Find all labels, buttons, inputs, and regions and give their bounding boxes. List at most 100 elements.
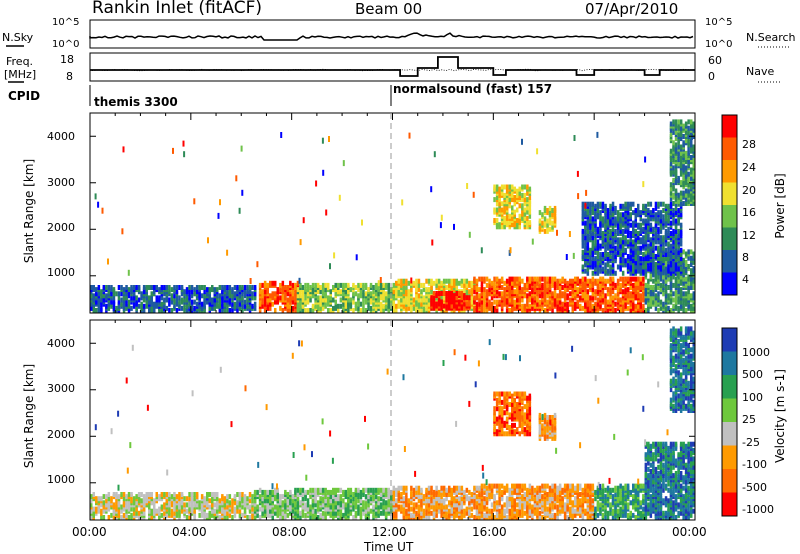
heatmap-cell bbox=[253, 301, 257, 307]
freq-label-line1: Freq. bbox=[6, 55, 34, 68]
heatmap-cell bbox=[521, 184, 524, 190]
heatmap-cell bbox=[296, 487, 300, 493]
heatmap-cell bbox=[299, 500, 302, 506]
heatmap-cell bbox=[110, 285, 113, 290]
heatmap-cell bbox=[551, 301, 554, 307]
heatmap-cell bbox=[362, 510, 365, 516]
heatmap-cell bbox=[679, 155, 683, 160]
heatmap-cell bbox=[442, 291, 446, 296]
heatmap-cell bbox=[629, 212, 632, 218]
heatmap-cell bbox=[584, 239, 587, 245]
heatmap-cell bbox=[301, 293, 305, 299]
heatmap-cell bbox=[581, 282, 585, 288]
heatmap-cell bbox=[589, 201, 592, 207]
heatmap-cell bbox=[629, 231, 632, 236]
heatmap-cell bbox=[309, 308, 312, 313]
heatmap-cell bbox=[448, 297, 451, 303]
heatmap-cell bbox=[505, 308, 509, 313]
heatmap-cell bbox=[629, 270, 632, 276]
heatmap-cell bbox=[435, 291, 438, 296]
heatmap-cell bbox=[596, 270, 600, 276]
heatmap-cell bbox=[674, 210, 678, 216]
heatmap-cell bbox=[511, 299, 514, 305]
heatmap-cell bbox=[241, 189, 244, 196]
heatmap-cell bbox=[581, 254, 585, 259]
heatmap-cell bbox=[296, 508, 300, 514]
heatmap-cell bbox=[183, 297, 186, 303]
heatmap-cell bbox=[304, 502, 307, 508]
heatmap-cell bbox=[327, 489, 330, 495]
heatmap-cell bbox=[342, 498, 345, 504]
heatmap-cell bbox=[372, 487, 375, 493]
power-y-tick-label: 3000 bbox=[47, 176, 75, 189]
heatmap-cell bbox=[594, 241, 597, 247]
heatmap-cell bbox=[546, 299, 549, 305]
heatmap-cell bbox=[472, 191, 475, 198]
heatmap-cell bbox=[490, 295, 494, 301]
heatmap-cell bbox=[679, 303, 683, 309]
heatmap-cell bbox=[440, 295, 443, 301]
heatmap-cell bbox=[528, 199, 532, 205]
heatmap-cell bbox=[226, 494, 229, 500]
heatmap-cell bbox=[332, 297, 335, 303]
heatmap-cell bbox=[526, 215, 529, 221]
heatmap-cell bbox=[324, 506, 327, 512]
heatmap-cell bbox=[684, 308, 688, 313]
heatmap-cell bbox=[316, 282, 320, 288]
heatmap-cell bbox=[667, 231, 670, 236]
heatmap-cell bbox=[369, 487, 373, 493]
heatmap-cell bbox=[513, 220, 516, 226]
heatmap-cell bbox=[274, 494, 277, 500]
heatmap-cell bbox=[505, 184, 509, 190]
heatmap-cell bbox=[180, 285, 184, 290]
heatmap-cell bbox=[581, 305, 585, 311]
heatmap-cell bbox=[654, 305, 658, 311]
heatmap-cell bbox=[657, 274, 660, 280]
heatmap-cell bbox=[357, 487, 360, 493]
heatmap-cell bbox=[616, 303, 620, 309]
heatmap-cell bbox=[203, 289, 206, 295]
heatmap-cell bbox=[538, 282, 542, 288]
heatmap-cell bbox=[604, 262, 607, 268]
heatmap-cell bbox=[160, 285, 164, 290]
heatmap-cell bbox=[667, 264, 670, 270]
heatmap-cell bbox=[392, 299, 395, 305]
heatmap-cell bbox=[674, 178, 678, 183]
heatmap-cell bbox=[216, 492, 219, 497]
heatmap-cell bbox=[208, 510, 211, 516]
heatmap-cell bbox=[185, 508, 189, 514]
heatmap-cell bbox=[163, 492, 166, 497]
x-tick-label: 16:00 bbox=[472, 525, 507, 539]
heatmap-cell bbox=[490, 301, 494, 307]
heatmap-cell bbox=[334, 510, 337, 516]
heatmap-cell bbox=[185, 295, 189, 301]
heatmap-cell bbox=[500, 184, 504, 190]
heatmap-cell bbox=[684, 196, 688, 202]
heatmap-cell bbox=[367, 287, 370, 293]
heatmap-cell bbox=[195, 502, 199, 508]
heatmap-cell bbox=[546, 218, 549, 224]
heatmap-cell bbox=[377, 508, 380, 514]
heatmap-cell bbox=[526, 197, 529, 203]
heatmap-cell bbox=[574, 291, 577, 297]
heatmap-cell bbox=[621, 228, 625, 234]
heatmap-cell bbox=[256, 261, 259, 268]
heatmap-cell bbox=[606, 299, 610, 305]
heatmap-cell bbox=[624, 303, 627, 309]
heatmap-cell bbox=[163, 510, 166, 516]
heatmap-cell bbox=[521, 211, 524, 217]
heatmap-cell bbox=[173, 297, 176, 303]
heatmap-cell bbox=[276, 299, 279, 305]
heatmap-cell bbox=[468, 299, 471, 305]
heatmap-cell bbox=[107, 506, 111, 512]
heatmap-cell bbox=[180, 492, 184, 497]
heatmap-cell bbox=[263, 504, 267, 510]
heatmap-cell bbox=[100, 502, 103, 508]
power-colorbar-tick: 28 bbox=[742, 138, 756, 151]
heatmap-cell bbox=[684, 282, 688, 288]
heatmap-cell bbox=[485, 301, 489, 307]
heatmap-cell bbox=[657, 216, 660, 222]
heatmap-cell bbox=[662, 278, 665, 284]
heatmap-cell bbox=[344, 282, 348, 288]
heatmap-cell bbox=[589, 208, 592, 213]
